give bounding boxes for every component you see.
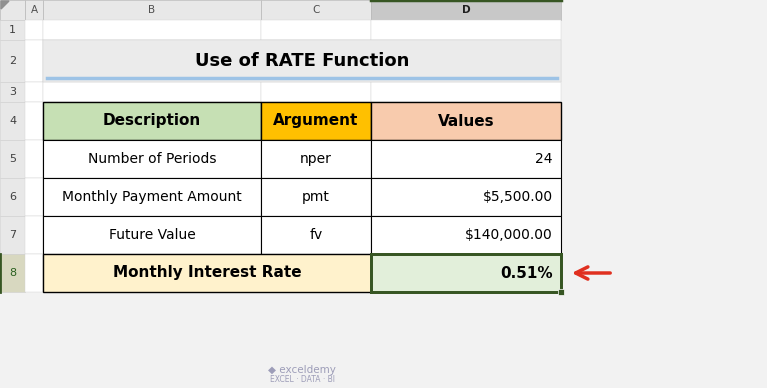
Bar bbox=[43, 40, 561, 82]
Bar bbox=[25, 82, 43, 102]
Bar bbox=[371, 254, 561, 292]
Bar bbox=[371, 178, 561, 216]
Text: 6: 6 bbox=[9, 192, 16, 202]
Bar bbox=[261, 254, 371, 292]
Bar bbox=[261, 40, 371, 82]
Bar bbox=[371, 140, 561, 178]
Bar bbox=[25, 178, 43, 216]
Text: Monthly Payment Amount: Monthly Payment Amount bbox=[62, 190, 242, 204]
Bar bbox=[261, 0, 371, 20]
Bar bbox=[371, 40, 561, 82]
Text: Argument: Argument bbox=[273, 114, 359, 128]
Bar bbox=[43, 254, 371, 292]
Text: Values: Values bbox=[438, 114, 494, 128]
Bar bbox=[0, 20, 25, 40]
Bar bbox=[25, 0, 561, 292]
Bar bbox=[25, 140, 43, 178]
Bar bbox=[43, 140, 261, 178]
Bar bbox=[371, 20, 561, 40]
Text: 24: 24 bbox=[535, 152, 553, 166]
Text: EXCEL · DATA · BI: EXCEL · DATA · BI bbox=[269, 374, 334, 383]
Text: C: C bbox=[312, 5, 320, 15]
Bar bbox=[371, 140, 561, 178]
Bar bbox=[25, 216, 43, 254]
Bar bbox=[371, 0, 561, 20]
Bar bbox=[43, 178, 261, 216]
Bar bbox=[261, 178, 371, 216]
Bar bbox=[0, 82, 25, 102]
Text: A: A bbox=[31, 5, 38, 15]
Text: 7: 7 bbox=[9, 230, 16, 240]
Bar bbox=[261, 102, 371, 140]
Bar bbox=[43, 140, 261, 178]
Bar bbox=[0, 178, 25, 216]
Bar bbox=[558, 289, 564, 295]
Bar bbox=[0, 254, 25, 292]
Text: 0.51%: 0.51% bbox=[500, 265, 553, 281]
Bar bbox=[43, 102, 261, 140]
Bar bbox=[43, 102, 261, 140]
Text: 1: 1 bbox=[9, 25, 16, 35]
Bar bbox=[25, 0, 43, 20]
Bar bbox=[0, 40, 25, 82]
Bar bbox=[371, 82, 561, 102]
Text: D: D bbox=[462, 5, 470, 15]
Bar bbox=[261, 140, 371, 178]
Bar bbox=[43, 40, 261, 82]
Bar bbox=[25, 20, 43, 40]
Bar bbox=[0, 216, 25, 254]
Text: ◆ exceldemy: ◆ exceldemy bbox=[268, 365, 336, 375]
Bar bbox=[261, 20, 371, 40]
Text: 2: 2 bbox=[9, 56, 16, 66]
Text: 5: 5 bbox=[9, 154, 16, 164]
Text: B: B bbox=[149, 5, 156, 15]
Text: $5,500.00: $5,500.00 bbox=[483, 190, 553, 204]
Bar bbox=[0, 102, 25, 140]
Text: nper: nper bbox=[300, 152, 332, 166]
Bar bbox=[261, 140, 371, 178]
Bar bbox=[261, 216, 371, 254]
Text: Use of RATE Function: Use of RATE Function bbox=[195, 52, 409, 70]
Bar bbox=[25, 102, 43, 140]
Bar bbox=[43, 20, 261, 40]
Bar bbox=[0, 0, 25, 20]
Bar bbox=[261, 82, 371, 102]
Bar bbox=[43, 178, 261, 216]
Text: 3: 3 bbox=[9, 87, 16, 97]
Bar bbox=[371, 254, 561, 292]
Text: $140,000.00: $140,000.00 bbox=[466, 228, 553, 242]
Text: Future Value: Future Value bbox=[109, 228, 196, 242]
Bar bbox=[261, 178, 371, 216]
Bar bbox=[25, 254, 43, 292]
Text: Description: Description bbox=[103, 114, 201, 128]
Text: 8: 8 bbox=[9, 268, 16, 278]
Bar bbox=[371, 216, 561, 254]
Text: Monthly Interest Rate: Monthly Interest Rate bbox=[113, 265, 301, 281]
Bar bbox=[43, 254, 261, 292]
Text: 4: 4 bbox=[9, 116, 16, 126]
Bar bbox=[25, 40, 43, 82]
Polygon shape bbox=[1, 1, 9, 9]
Text: Number of Periods: Number of Periods bbox=[87, 152, 216, 166]
Bar bbox=[43, 82, 261, 102]
Bar bbox=[371, 216, 561, 254]
Text: fv: fv bbox=[309, 228, 323, 242]
Text: pmt: pmt bbox=[302, 190, 330, 204]
Bar bbox=[371, 178, 561, 216]
Bar bbox=[43, 216, 261, 254]
Bar bbox=[43, 216, 261, 254]
Bar bbox=[261, 102, 371, 140]
Bar bbox=[261, 216, 371, 254]
Bar bbox=[43, 0, 261, 20]
Bar bbox=[0, 140, 25, 178]
Bar bbox=[371, 102, 561, 140]
Bar bbox=[371, 102, 561, 140]
